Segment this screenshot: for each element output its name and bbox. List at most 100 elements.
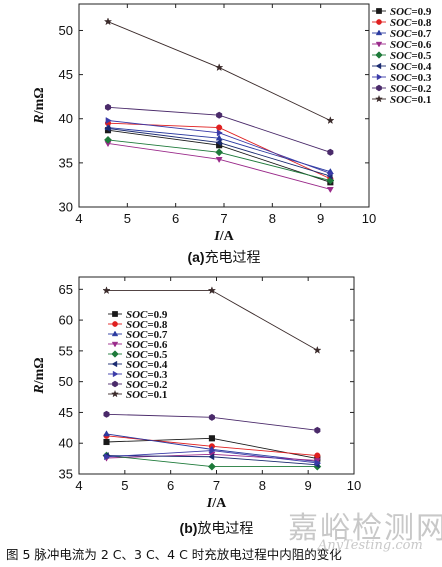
data-point [326, 116, 335, 125]
legend-marker [111, 389, 119, 398]
legend-label-val: =0.8 [411, 17, 432, 29]
chart-subtitle-text: 充电过程 [205, 249, 261, 265]
series-soc-0-2 [103, 410, 321, 434]
legend-marker [375, 51, 383, 59]
data-point [103, 410, 110, 418]
data-point [216, 129, 223, 137]
legend-marker [376, 84, 382, 92]
legend-label-var: SOC [126, 379, 148, 391]
legend-label-var: SOC [390, 94, 412, 106]
series-soc-0-6 [104, 141, 334, 194]
data-point [215, 157, 223, 164]
data-point [214, 63, 224, 72]
chart-subtitle-text: 放电过程 [197, 520, 253, 536]
legend-marker [112, 311, 118, 317]
data-point [215, 139, 222, 147]
legend-label-val: =0.6 [147, 339, 168, 351]
x-tick-label: 6 [167, 478, 174, 493]
watermark-logo-text: 嘉峪检测网 [288, 511, 442, 546]
data-point [328, 169, 335, 177]
legend-label: SOC=0.6 [390, 39, 432, 51]
data-point [208, 435, 215, 442]
legend-marker [376, 19, 382, 25]
legend-label-var: SOC [126, 369, 148, 381]
legend-label-val: =0.3 [411, 72, 432, 84]
data-point [104, 135, 112, 144]
legend-label: SOC=0.8 [126, 319, 168, 331]
legend-label: SOC=0.5 [390, 50, 432, 62]
data-point [313, 345, 322, 354]
legend-label-var: SOC [390, 50, 412, 62]
legend-label-var: SOC [126, 309, 148, 321]
legend-label: SOC=0.3 [390, 72, 432, 84]
legend-label-val: =0.8 [147, 319, 168, 331]
y-tick-label: 40 [59, 436, 73, 451]
legend-marker [375, 41, 383, 48]
legend-label-val: =0.9 [147, 309, 168, 321]
data-point [207, 286, 217, 295]
data-point [326, 187, 334, 194]
legend-label-val: =0.1 [411, 94, 431, 106]
y-tick-label: 50 [59, 374, 73, 389]
data-point [314, 426, 321, 434]
data-point [104, 453, 111, 461]
figure-caption: 图 5 脉冲电流为 2 C、3 C、4 C 时充放电过程中内阻的变化 [6, 547, 342, 562]
legend-label: SOC=0.5 [126, 349, 168, 361]
x-tick-label: 5 [121, 478, 128, 493]
y-axis-label: R/mΩ [32, 87, 47, 124]
data-point [216, 111, 223, 119]
legend-label-var: SOC [390, 6, 412, 18]
legend-label-var: SOC [390, 83, 412, 95]
legend-label-var: SOC [390, 17, 412, 29]
legend-label: SOC=0.9 [126, 309, 168, 321]
y-tick-label: 45 [59, 405, 73, 420]
y-axis-label: R/mΩ [32, 357, 47, 394]
x-axis-label: I/A [213, 229, 234, 244]
legend-label: SOC=0.9 [390, 6, 432, 18]
x-tick-label: 5 [124, 211, 131, 226]
data-point [314, 452, 321, 459]
legend-marker [111, 360, 118, 368]
legend-label: SOC=0.7 [390, 28, 432, 40]
legend-label: SOC=0.3 [126, 369, 168, 381]
chart-b-discharging: 4 5 6 7 8 9 1035404550556065I/AR/mΩ(b)放电过程SOC=… [32, 276, 361, 536]
legend-label: SOC=0.1 [126, 389, 167, 401]
legend-marker [112, 370, 119, 378]
chart-subtitle-prefix: (b) [180, 520, 198, 536]
y-tick-label: 65 [59, 282, 73, 297]
data-point [103, 17, 113, 26]
legend-label-var: SOC [126, 359, 148, 371]
legend-marker [375, 62, 382, 70]
legend-label-val: =0.2 [147, 379, 168, 391]
legend-label-val: =0.1 [147, 389, 167, 401]
data-point [208, 453, 215, 461]
x-tick-label: 9 [305, 478, 312, 493]
legend-label-var: SOC [390, 39, 412, 51]
legend-label: SOC=0.2 [390, 83, 432, 95]
legend-marker [111, 350, 119, 358]
x-axis-label-var: I [213, 229, 220, 244]
series-soc-0-2 [104, 103, 334, 156]
legend-label: SOC=0.7 [126, 329, 168, 341]
series-soc-0-1 [103, 17, 335, 125]
x-tick-label: 6 [172, 211, 179, 226]
legend-label-val: =0.3 [147, 369, 168, 381]
series-line [107, 21, 331, 121]
legend-label-var: SOC [390, 61, 412, 73]
data-point [103, 430, 110, 437]
series-soc-0-3 [104, 447, 322, 467]
x-tick-label: 4 [75, 478, 82, 493]
legend-label: SOC=0.6 [126, 339, 168, 351]
x-axis-label-var: I [206, 496, 213, 511]
data-point [207, 462, 216, 471]
legend-label: SOC=0.2 [126, 379, 168, 391]
chart-a-charging: 4 5 6 7 8 9 103035404550I/AR/mΩ(a)充电过程SOC=0.9S… [32, 3, 432, 265]
legend-label-var: SOC [126, 339, 148, 351]
legend-marker [376, 8, 382, 14]
legend-label-val: =0.7 [411, 28, 432, 40]
data-point [209, 447, 216, 455]
y-axis-label-var: R [32, 384, 47, 394]
plot-frame [78, 276, 355, 475]
x-axis-label-unit: /A [219, 229, 235, 244]
